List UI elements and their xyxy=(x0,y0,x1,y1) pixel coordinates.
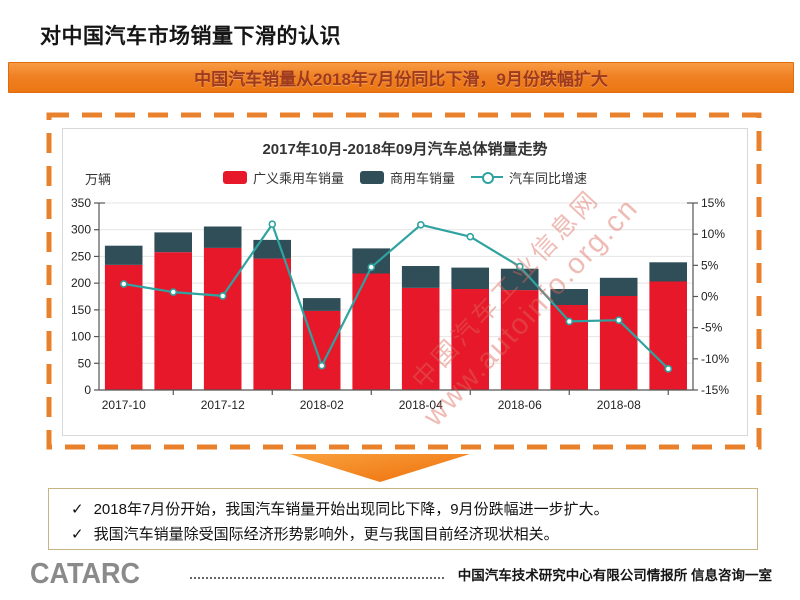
y-axis-unit-label: 万辆 xyxy=(85,172,112,187)
svg-text:150: 150 xyxy=(71,303,91,317)
svg-text:300: 300 xyxy=(71,223,91,237)
svg-text:0%: 0% xyxy=(701,290,719,304)
svg-text:-5%: -5% xyxy=(701,321,723,335)
page-title: 对中国汽车市场销量下滑的认识 xyxy=(40,25,341,48)
passenger-swatch-icon xyxy=(222,170,247,184)
check-icon: ✓ xyxy=(71,501,84,518)
legend-item-growth: 汽车同比增速 xyxy=(471,168,587,187)
legend-label-passenger: 广义乘用车销量 xyxy=(252,170,344,186)
svg-text:350: 350 xyxy=(71,196,91,210)
chart-panel: 2017年10月-2018年09月汽车总体销量走势 万辆 广义乘用车销量 商用车… xyxy=(46,112,762,450)
summary-bullet-2: ✓ 我国汽车销量除受国际经济形势影响外，更与我国目前经济现状相关。 xyxy=(71,522,747,547)
legend-label-commercial: 商用车销量 xyxy=(389,170,455,186)
svg-text:10%: 10% xyxy=(701,227,725,241)
sales-trend-chart: 0 50 100 150 200 250 300 350 -15% -10% -5% 0% 5% 10% 1… xyxy=(71,196,729,412)
summary-bullet-1-text: 2018年7月份开始，我国汽车销量开始出现同比下降，9月份跌幅进一步扩大。 xyxy=(93,501,609,518)
chart-legend: 广义乘用车销量 商用车销量 汽车同比增速 xyxy=(63,165,747,189)
svg-text:2018-04: 2018-04 xyxy=(399,398,443,412)
footer: CATARC 中国汽车技术研究中心有限公司情报所 信息咨询一室 xyxy=(30,556,772,592)
chart-title: 2017年10月-2018年09月汽车总体销量走势 xyxy=(262,141,548,158)
svg-text:-10%: -10% xyxy=(701,352,729,366)
svg-text:15%: 15% xyxy=(701,196,725,210)
legend-item-passenger: 广义乘用车销量 xyxy=(222,168,344,187)
headline-banner: 中国汽车销量从2018年7月份同比下滑，9月份跌幅扩大 xyxy=(8,62,794,93)
legend-item-commercial: 商用车销量 xyxy=(359,168,455,187)
svg-text:2018-08: 2018-08 xyxy=(597,398,641,412)
svg-text:0: 0 xyxy=(84,383,91,397)
down-arrow-icon xyxy=(290,454,470,482)
svg-text:250: 250 xyxy=(71,249,91,263)
growth-line-marker-icon xyxy=(471,172,503,184)
svg-text:2018-06: 2018-06 xyxy=(498,398,542,412)
headline-banner-text: 中国汽车销量从2018年7月份同比下滑，9月份跌幅扩大 xyxy=(194,70,608,89)
chart-card: 2017年10月-2018年09月汽车总体销量走势 万辆 广义乘用车销量 商用车… xyxy=(62,128,748,436)
svg-text:5%: 5% xyxy=(701,258,719,272)
check-icon: ✓ xyxy=(71,526,84,543)
summary-bullet-2-text: 我国汽车销量除受国际经济形势影响外，更与我国目前经济现状相关。 xyxy=(93,526,559,543)
svg-text:2017-12: 2017-12 xyxy=(201,398,245,412)
legend-label-growth: 汽车同比增速 xyxy=(509,170,588,186)
svg-text:100: 100 xyxy=(71,330,91,344)
dashed-border xyxy=(46,112,762,450)
commercial-swatch-icon xyxy=(359,170,384,184)
svg-text:-15%: -15% xyxy=(701,383,729,397)
svg-text:2017-10: 2017-10 xyxy=(102,398,146,412)
summary-bullet-1: ✓ 2018年7月份开始，我国汽车销量开始出现同比下降，9月份跌幅进一步扩大。 xyxy=(71,497,747,522)
svg-text:50: 50 xyxy=(78,356,92,370)
svg-text:2018-02: 2018-02 xyxy=(300,398,344,412)
svg-text:200: 200 xyxy=(71,276,91,290)
legend-row: 万辆 广义乘用车销量 商用车销量 汽车同比增速 xyxy=(63,165,747,189)
catarc-logo: CATARC xyxy=(30,557,140,590)
footer-dotted-line xyxy=(189,575,444,579)
footer-org-text: 中国汽车技术研究中心有限公司情报所 信息咨询一室 xyxy=(457,568,772,583)
summary-box: ✓ 2018年7月份开始，我国汽车销量开始出现同比下降，9月份跌幅进一步扩大。 ✓… xyxy=(48,488,758,550)
